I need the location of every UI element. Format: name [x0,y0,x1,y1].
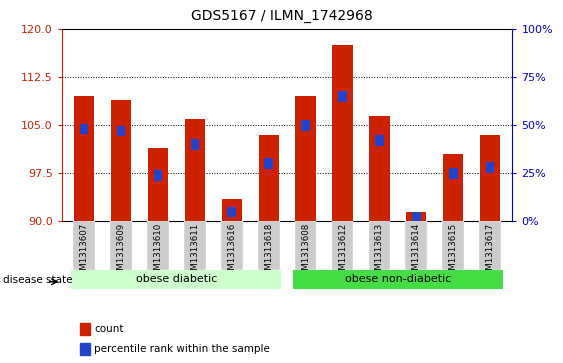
Text: count: count [95,324,124,334]
Text: GSM1313617: GSM1313617 [486,223,495,281]
Bar [265,158,273,169]
Text: GSM1313608: GSM1313608 [301,223,310,281]
Bar [222,199,242,221]
Bar [406,212,427,221]
Bar [80,323,90,335]
Bar [147,221,169,270]
Bar [227,207,236,217]
Text: GSM1313607: GSM1313607 [79,223,88,281]
Bar [74,96,94,221]
Text: obese diabetic: obese diabetic [136,274,217,284]
Bar [479,221,501,270]
Text: GSM1313614: GSM1313614 [412,223,421,281]
Bar [294,221,316,270]
Bar [486,162,494,173]
Bar [480,135,501,221]
Bar [332,221,354,270]
Text: GSM1313615: GSM1313615 [449,223,458,281]
Bar [258,135,279,221]
Bar [148,148,168,221]
Bar [190,139,199,150]
Bar [110,221,132,270]
Bar [111,99,131,221]
Text: percentile rank within the sample: percentile rank within the sample [95,344,270,354]
Text: GSM1313609: GSM1313609 [117,223,126,281]
Bar [185,119,205,221]
Bar [443,154,463,221]
Text: GSM1313616: GSM1313616 [227,223,236,281]
Bar [369,115,390,221]
Bar [258,221,280,270]
Bar [449,168,458,179]
Text: GSM1313613: GSM1313613 [375,223,384,281]
Text: GSM1313611: GSM1313611 [190,223,199,281]
Text: GSM1313618: GSM1313618 [264,223,273,281]
Bar [301,120,310,131]
Bar [221,221,243,270]
Bar [154,170,162,180]
Bar [184,221,205,270]
Bar [293,270,503,289]
Bar [405,221,427,270]
Bar [338,91,347,102]
Bar [296,96,316,221]
Bar [412,212,421,223]
Bar [117,126,125,136]
Text: obese non-diabetic: obese non-diabetic [345,274,451,284]
Bar [73,221,95,270]
Bar [443,221,464,270]
Bar [80,124,88,134]
Text: GSM1313610: GSM1313610 [153,223,162,281]
Bar [332,45,352,221]
Bar [72,270,282,289]
Bar [369,221,390,270]
Text: GDS5167 / ILMN_1742968: GDS5167 / ILMN_1742968 [191,9,372,23]
Bar [375,135,384,146]
Bar [80,343,90,355]
Text: disease state: disease state [3,275,72,285]
Text: GSM1313612: GSM1313612 [338,223,347,281]
